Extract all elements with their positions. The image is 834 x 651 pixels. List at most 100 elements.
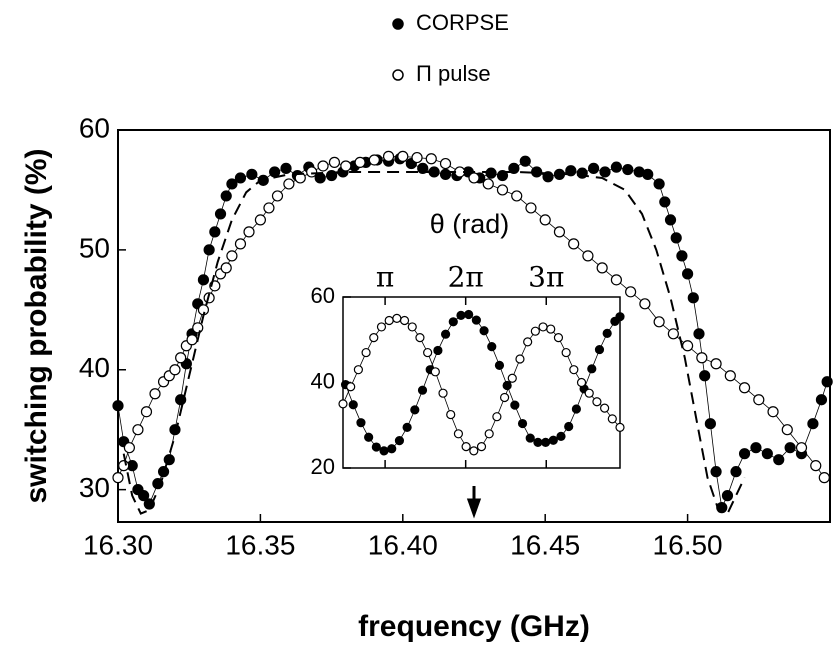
data-point <box>149 388 161 400</box>
x-tick-label: π <box>376 261 394 294</box>
data-point <box>696 352 708 364</box>
data-point <box>519 155 531 167</box>
data-point <box>243 226 255 238</box>
data-point <box>639 298 651 310</box>
data-point <box>269 166 281 178</box>
data-point <box>448 317 458 327</box>
data-point <box>132 424 144 436</box>
data-point <box>214 208 227 220</box>
data-point <box>487 341 497 352</box>
inset-title: θ (rad) <box>430 209 510 239</box>
data-point <box>625 286 637 298</box>
data-point <box>368 154 380 166</box>
data-point <box>738 382 751 394</box>
data-point <box>169 364 181 376</box>
data-point <box>622 163 634 176</box>
data-point <box>569 365 579 375</box>
data-point <box>710 358 722 370</box>
data-point <box>784 442 796 454</box>
data-point <box>338 399 348 409</box>
data-point <box>761 448 773 460</box>
data-point <box>415 333 425 343</box>
data-point <box>439 157 452 170</box>
data-point <box>484 429 494 439</box>
data-point <box>417 385 428 395</box>
legend-label: CORPSE <box>416 10 509 35</box>
data-point <box>348 400 358 410</box>
x-tick-label: 16.50 <box>653 529 723 560</box>
data-point <box>376 322 387 332</box>
data-point <box>499 392 510 403</box>
data-point <box>226 178 238 190</box>
data-point <box>175 394 187 406</box>
data-point <box>328 156 341 168</box>
data-point <box>433 345 443 356</box>
data-point <box>226 250 238 262</box>
data-point <box>530 326 540 336</box>
data-point <box>197 274 210 286</box>
data-point <box>693 328 705 340</box>
data-point <box>607 414 617 424</box>
data-point <box>234 172 247 184</box>
x-tick-label: 2π <box>448 261 484 294</box>
data-point <box>721 490 734 502</box>
data-point <box>123 442 135 454</box>
data-point <box>456 310 466 320</box>
data-point <box>556 431 566 441</box>
x-tick-label: 3π <box>528 261 564 294</box>
data-point <box>440 329 451 339</box>
data-point <box>511 190 523 202</box>
y-tick-label: 40 <box>79 352 110 383</box>
data-point <box>750 442 762 454</box>
data-point <box>523 337 533 347</box>
arrow <box>466 486 482 519</box>
data-point <box>446 409 456 420</box>
data-point <box>531 166 543 178</box>
data-point <box>220 190 232 202</box>
legend-label: Π pulse <box>416 61 491 86</box>
data-point <box>430 367 440 377</box>
data-point <box>369 333 379 343</box>
x-tick-label: 16.40 <box>368 529 438 560</box>
data-point <box>112 472 124 484</box>
data-point <box>582 250 594 262</box>
data-point <box>699 370 711 382</box>
data-point <box>476 442 487 452</box>
data-point <box>587 364 597 374</box>
data-point <box>670 232 682 244</box>
data-point <box>387 444 397 454</box>
data-point <box>615 312 625 322</box>
data-point <box>186 334 198 346</box>
data-point <box>394 436 405 446</box>
data-point <box>541 437 551 447</box>
data-point <box>283 178 295 190</box>
data-point <box>538 322 548 332</box>
data-point <box>667 328 679 340</box>
data-point <box>402 422 412 432</box>
data-point <box>471 315 481 325</box>
data-point <box>676 250 688 262</box>
data-point <box>494 360 505 370</box>
data-point <box>704 418 716 430</box>
data-point <box>384 315 394 326</box>
x-axis-label: frequency (GHz) <box>358 610 590 643</box>
data-point <box>482 178 494 190</box>
data-point <box>807 418 819 430</box>
data-point <box>112 400 124 412</box>
data-point <box>410 405 420 415</box>
data-point <box>209 226 221 238</box>
data-point <box>496 169 509 182</box>
data-point <box>138 490 150 502</box>
data-point <box>659 196 671 208</box>
data-point <box>411 151 423 164</box>
data-point <box>157 466 170 478</box>
data-point <box>681 340 694 352</box>
data-point <box>576 377 587 388</box>
data-point <box>314 172 326 184</box>
data-point <box>220 262 232 274</box>
data-point <box>818 472 830 484</box>
data-point <box>346 382 356 392</box>
data-point <box>592 397 602 407</box>
data-point <box>539 214 551 226</box>
